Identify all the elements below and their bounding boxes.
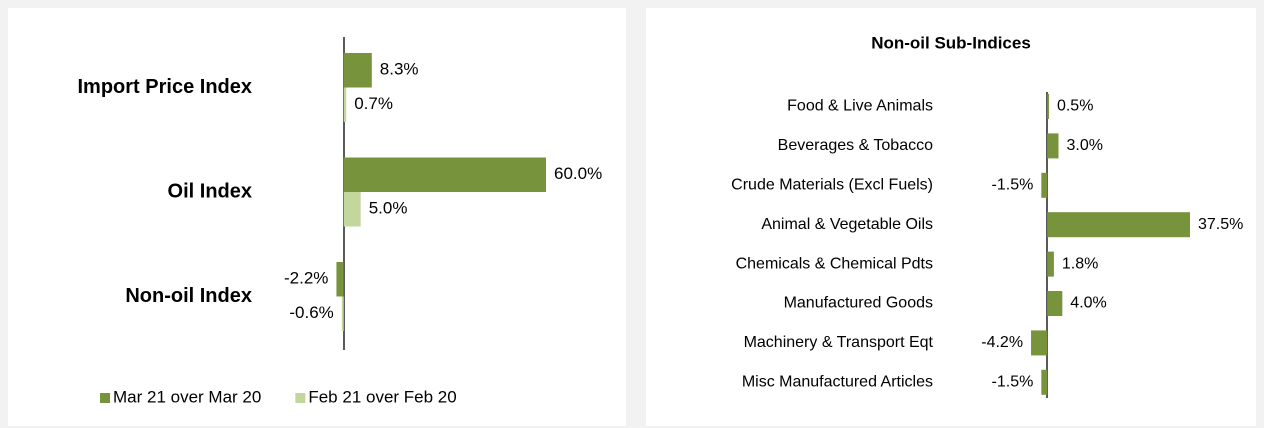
category-label: Food & Live Animals	[787, 98, 933, 115]
value-label: 8.3%	[380, 60, 419, 79]
bar	[341, 296, 344, 331]
value-label: 3.0%	[1066, 137, 1102, 154]
value-label: 0.7%	[354, 94, 393, 113]
bar	[1031, 330, 1048, 356]
category-label: Crude Materials (Excl Fuels)	[731, 177, 933, 194]
value-label: -0.6%	[289, 303, 333, 322]
value-label: 0.5%	[1057, 98, 1093, 115]
value-label: 5.0%	[369, 199, 408, 218]
bar	[343, 157, 546, 192]
value-label: 37.5%	[1198, 216, 1243, 233]
bar	[1041, 172, 1048, 198]
category-label: Misc Manufactured Articles	[742, 374, 933, 391]
category-label: Non-oil Index	[125, 285, 252, 307]
category-label: Beverages & Tobacco	[778, 137, 933, 154]
bar	[343, 192, 361, 227]
legend-label: Mar 21 over Mar 20	[113, 387, 261, 406]
value-label: 4.0%	[1070, 295, 1106, 312]
bar	[336, 262, 344, 297]
bar	[1047, 94, 1049, 119]
category-label: Machinery & Transport Eqt	[744, 334, 934, 351]
category-label: Oil Index	[168, 180, 252, 202]
chart-title: Non-oil Sub-Indices	[871, 33, 1031, 52]
category-label: Animal & Vegetable Oils	[761, 216, 933, 233]
bar	[1047, 291, 1063, 316]
legend-label: Feb 21 over Feb 20	[308, 387, 456, 406]
bar	[1047, 212, 1190, 238]
legend-swatch	[295, 393, 306, 403]
category-label: Manufactured Goods	[784, 295, 933, 312]
value-label: -4.2%	[981, 334, 1023, 351]
value-label: 1.8%	[1062, 255, 1098, 272]
bar	[1047, 133, 1059, 159]
legend-swatch	[100, 393, 110, 403]
category-label: Import Price Index	[78, 76, 253, 98]
value-label: -1.5%	[992, 374, 1034, 391]
bar	[1047, 251, 1054, 277]
bar	[343, 87, 347, 122]
bar	[343, 53, 372, 88]
value-label: 60.0%	[554, 164, 602, 183]
category-label: Chemicals & Chemical Pdts	[736, 255, 933, 272]
bar	[1041, 369, 1048, 395]
value-label: -1.5%	[992, 177, 1034, 194]
value-label: -2.2%	[284, 269, 328, 288]
left-panel	[8, 8, 626, 426]
